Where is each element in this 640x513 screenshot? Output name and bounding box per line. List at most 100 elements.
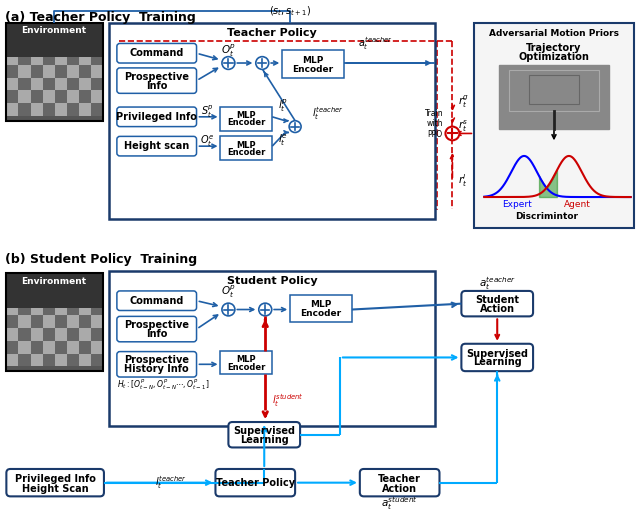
- Bar: [91, 303, 103, 315]
- Bar: [54, 65, 67, 77]
- FancyBboxPatch shape: [117, 317, 196, 342]
- Text: $r_t^l$: $r_t^l$: [458, 172, 468, 189]
- Text: Discrimintor: Discrimintor: [515, 212, 579, 221]
- FancyBboxPatch shape: [509, 70, 599, 111]
- FancyBboxPatch shape: [216, 469, 295, 497]
- Text: Teacher Policy: Teacher Policy: [216, 478, 295, 488]
- Text: Height Scan: Height Scan: [22, 484, 88, 494]
- Bar: [79, 303, 91, 315]
- Text: Encoder: Encoder: [292, 65, 333, 74]
- Bar: [19, 353, 31, 366]
- Bar: [67, 303, 79, 315]
- Bar: [67, 52, 79, 65]
- Text: Environment: Environment: [22, 26, 87, 35]
- Bar: [91, 77, 103, 90]
- Bar: [43, 52, 54, 65]
- FancyBboxPatch shape: [290, 295, 352, 322]
- Text: Prospective: Prospective: [124, 320, 189, 330]
- Text: Teacher: Teacher: [378, 474, 421, 484]
- FancyBboxPatch shape: [6, 273, 103, 371]
- Text: Encoder: Encoder: [227, 363, 266, 372]
- Text: Encoder: Encoder: [227, 148, 266, 156]
- Text: Action: Action: [480, 304, 515, 313]
- Bar: [31, 65, 43, 77]
- FancyBboxPatch shape: [529, 75, 579, 104]
- Bar: [6, 90, 19, 103]
- Text: Optimization: Optimization: [518, 52, 589, 62]
- FancyBboxPatch shape: [282, 50, 344, 77]
- Bar: [6, 77, 19, 90]
- Bar: [19, 303, 31, 315]
- Bar: [19, 52, 31, 65]
- Bar: [19, 341, 31, 353]
- Circle shape: [445, 127, 460, 140]
- FancyBboxPatch shape: [6, 23, 103, 121]
- Text: Adversarial Motion Priors: Adversarial Motion Priors: [489, 29, 619, 38]
- FancyBboxPatch shape: [117, 291, 196, 310]
- Text: $l_t^e$: $l_t^e$: [278, 132, 288, 148]
- Bar: [6, 103, 19, 116]
- Bar: [67, 328, 79, 341]
- Text: Train
with
PPO: Train with PPO: [425, 109, 444, 139]
- Bar: [91, 52, 103, 65]
- Bar: [79, 52, 91, 65]
- Bar: [67, 65, 79, 77]
- FancyBboxPatch shape: [461, 344, 533, 371]
- Bar: [54, 103, 67, 116]
- Bar: [79, 90, 91, 103]
- FancyBboxPatch shape: [228, 422, 300, 447]
- FancyBboxPatch shape: [109, 271, 435, 426]
- Bar: [31, 353, 43, 366]
- Bar: [54, 303, 67, 315]
- Text: $O_t^p$: $O_t^p$: [221, 42, 236, 58]
- Text: MLP: MLP: [237, 355, 256, 364]
- Text: History Info: History Info: [124, 364, 189, 374]
- Bar: [6, 353, 19, 366]
- Bar: [79, 341, 91, 353]
- FancyBboxPatch shape: [360, 469, 440, 497]
- Text: Encoder: Encoder: [227, 118, 266, 127]
- Bar: [54, 77, 67, 90]
- Bar: [91, 315, 103, 328]
- Text: Environment: Environment: [22, 277, 87, 286]
- Text: MLP: MLP: [237, 111, 256, 121]
- Text: $a_t^{student}$: $a_t^{student}$: [381, 495, 418, 511]
- Text: Learning: Learning: [240, 435, 289, 445]
- FancyBboxPatch shape: [474, 23, 634, 228]
- Text: Prospective: Prospective: [124, 72, 189, 82]
- Bar: [19, 328, 31, 341]
- Bar: [6, 341, 19, 353]
- Text: Action: Action: [382, 484, 417, 494]
- Text: $r_t^g$: $r_t^g$: [458, 94, 470, 110]
- Text: $l_t^p$: $l_t^p$: [278, 98, 288, 114]
- Bar: [43, 77, 54, 90]
- FancyBboxPatch shape: [117, 351, 196, 377]
- Text: $a_t^{teacher}$: $a_t^{teacher}$: [358, 35, 393, 52]
- Bar: [6, 303, 19, 315]
- Text: Encoder: Encoder: [300, 309, 342, 318]
- Bar: [43, 65, 54, 77]
- FancyBboxPatch shape: [220, 136, 272, 160]
- Bar: [67, 103, 79, 116]
- Bar: [54, 341, 67, 353]
- Bar: [31, 77, 43, 90]
- Bar: [67, 90, 79, 103]
- FancyBboxPatch shape: [499, 65, 609, 129]
- Text: $r_t^s$: $r_t^s$: [458, 119, 469, 134]
- Text: (b) Student Policy  Training: (b) Student Policy Training: [5, 253, 198, 266]
- Bar: [91, 341, 103, 353]
- Bar: [43, 353, 54, 366]
- Bar: [91, 353, 103, 366]
- Text: $l_t^{student}$: $l_t^{student}$: [272, 392, 304, 409]
- Bar: [79, 77, 91, 90]
- Bar: [6, 65, 19, 77]
- Bar: [91, 103, 103, 116]
- FancyBboxPatch shape: [117, 107, 196, 127]
- Bar: [79, 353, 91, 366]
- Bar: [67, 341, 79, 353]
- Bar: [6, 328, 19, 341]
- Circle shape: [222, 303, 235, 316]
- Text: Info: Info: [146, 329, 168, 339]
- FancyBboxPatch shape: [117, 136, 196, 156]
- Circle shape: [259, 303, 272, 316]
